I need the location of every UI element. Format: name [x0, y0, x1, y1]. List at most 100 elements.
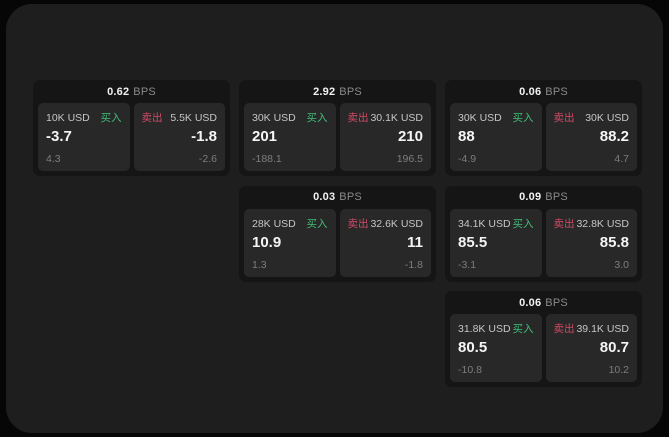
buy-panel[interactable]: 31.8K USD 买入 80.5 -10.8 [450, 314, 542, 382]
sell-panel-header: 卖出 39.1K USD [554, 321, 630, 336]
buy-panel-header: 31.8K USD 买入 [458, 321, 534, 336]
quote-card-body: 28K USD 买入 10.9 1.3 卖出 32.6K USD 11 -1.8 [239, 208, 436, 282]
sell-price: 88.2 [599, 128, 629, 145]
sell-price: -1.8 [191, 128, 217, 145]
sell-size-label: 32.6K USD [370, 217, 423, 230]
quote-card-body: 30K USD 买入 88 -4.9 卖出 30K USD 88.2 4.7 [445, 103, 642, 176]
buy-size-label: 10K USD [46, 112, 90, 124]
quote-card: 2.92 BPS 30K USD 买入 201 -188.1 卖出 30.1K … [239, 80, 436, 176]
buy-delta: 1.3 [252, 258, 267, 271]
sell-panel-header: 卖出 30.1K USD [348, 110, 424, 125]
spread-header: 0.06 BPS [445, 80, 642, 103]
buy-panel-header: 30K USD 买入 [458, 110, 534, 125]
sell-delta: -2.6 [198, 153, 217, 165]
buy-panel[interactable]: 30K USD 买入 201 -188.1 [244, 103, 336, 171]
buy-side-label: 买入 [512, 217, 534, 230]
sell-price: 210 [397, 128, 423, 145]
sell-panel[interactable]: 卖出 30.1K USD 210 196.5 [339, 103, 431, 171]
sell-side-label: 卖出 [553, 217, 575, 230]
buy-panel[interactable]: 10K USD 买入 -3.7 4.3 [38, 103, 130, 171]
spread-value: 0.62 [107, 85, 130, 98]
spread-header: 2.92 BPS [239, 80, 436, 103]
sell-delta: 4.7 [614, 153, 629, 165]
quote-card-body: 30K USD 买入 201 -188.1 卖出 30.1K USD 210 1… [239, 103, 436, 176]
quote-card: 0.06 BPS 30K USD 买入 88 -4.9 卖出 30K USD 8… [445, 80, 642, 176]
sell-price: 11 [407, 233, 423, 251]
spread-value: 0.09 [519, 191, 542, 203]
sell-price: 80.7 [599, 339, 629, 356]
buy-price: 80.5 [458, 339, 488, 356]
quote-card-body: 31.8K USD 买入 80.5 -10.8 卖出 39.1K USD 80.… [445, 314, 642, 387]
buy-size-label: 30K USD [458, 112, 502, 124]
buy-price: 88 [458, 128, 475, 145]
spread-header: 0.09 BPS [445, 186, 642, 209]
spread-value: 0.03 [313, 191, 336, 203]
spread-header: 0.03 BPS [239, 186, 436, 209]
buy-size-label: 31.8K USD [458, 323, 511, 335]
sell-delta: 3.0 [614, 258, 629, 271]
buy-panel[interactable]: 28K USD 买入 10.9 1.3 [244, 208, 336, 277]
buy-side-label: 买入 [306, 217, 328, 230]
sell-panel[interactable]: 卖出 30K USD 88.2 4.7 [545, 103, 637, 171]
sell-delta: -1.8 [404, 258, 423, 271]
spread-unit: BPS [545, 296, 568, 309]
sell-size-label: 5.5K USD [170, 112, 217, 124]
buy-panel[interactable]: 34.1K USD 买入 85.5 -3.1 [450, 208, 542, 277]
buy-panel-header: 30K USD 买入 [252, 110, 328, 125]
buy-delta: -3.1 [458, 258, 477, 271]
spread-value: 0.06 [519, 296, 542, 309]
sell-delta: 10.2 [608, 364, 629, 376]
sell-panel-header: 卖出 32.6K USD [348, 216, 424, 231]
sell-panel[interactable]: 卖出 39.1K USD 80.7 10.2 [545, 314, 637, 382]
spread-unit: BPS [133, 85, 156, 98]
buy-panel-header: 10K USD 买入 [46, 110, 122, 125]
quote-card-body: 10K USD 买入 -3.7 4.3 卖出 5.5K USD -1.8 -2.… [33, 103, 230, 176]
spread-unit: BPS [545, 191, 568, 203]
buy-size-label: 34.1K USD [458, 217, 511, 230]
sell-size-label: 30K USD [585, 112, 629, 124]
spread-unit: BPS [339, 191, 362, 203]
spread-unit: BPS [545, 85, 568, 98]
sell-panel-header: 卖出 5.5K USD [142, 110, 218, 125]
sell-panel-header: 卖出 32.8K USD [554, 216, 630, 231]
quote-card: 0.09 BPS 34.1K USD 买入 85.5 -3.1 卖出 32.8K… [445, 185, 642, 282]
buy-size-label: 30K USD [252, 112, 296, 124]
sell-price: 85.8 [599, 233, 629, 251]
sell-panel[interactable]: 卖出 32.8K USD 85.8 3.0 [545, 208, 637, 277]
sell-size-label: 32.8K USD [576, 217, 629, 230]
sell-size-label: 30.1K USD [370, 112, 423, 124]
sell-panel[interactable]: 卖出 5.5K USD -1.8 -2.6 [133, 103, 225, 171]
buy-side-label: 买入 [306, 112, 328, 124]
buy-price: -3.7 [46, 128, 72, 145]
quote-card-grid: 0.62 BPS 10K USD 买入 -3.7 4.3 卖出 5.5K USD… [33, 80, 642, 387]
buy-panel[interactable]: 30K USD 买入 88 -4.9 [450, 103, 542, 171]
sell-side-label: 卖出 [553, 112, 575, 124]
buy-delta: -10.8 [458, 364, 482, 376]
buy-panel-header: 34.1K USD 买入 [458, 216, 534, 231]
sell-side-label: 卖出 [141, 112, 163, 124]
spread-value: 2.92 [313, 85, 336, 98]
sell-delta: 196.5 [396, 153, 423, 165]
buy-side-label: 买入 [100, 112, 122, 124]
buy-price: 10.9 [252, 233, 282, 251]
spread-header: 0.06 BPS [445, 291, 642, 314]
buy-delta: -4.9 [458, 153, 477, 165]
sell-side-label: 卖出 [347, 217, 369, 230]
buy-side-label: 买入 [512, 323, 534, 335]
sell-side-label: 卖出 [553, 323, 575, 335]
spread-header: 0.62 BPS [33, 80, 230, 103]
sell-panel[interactable]: 卖出 32.6K USD 11 -1.8 [339, 208, 431, 277]
quote-card: 0.62 BPS 10K USD 买入 -3.7 4.3 卖出 5.5K USD… [33, 80, 230, 176]
buy-delta: -188.1 [252, 153, 282, 165]
spread-unit: BPS [339, 85, 362, 98]
quote-card: 0.06 BPS 31.8K USD 买入 80.5 -10.8 卖出 39.1… [445, 291, 642, 387]
spread-value: 0.06 [519, 85, 542, 98]
sell-size-label: 39.1K USD [576, 323, 629, 335]
buy-delta: 4.3 [46, 153, 61, 165]
buy-price: 201 [252, 128, 278, 145]
buy-price: 85.5 [458, 233, 488, 251]
quote-card-body: 34.1K USD 买入 85.5 -3.1 卖出 32.8K USD 85.8… [445, 208, 642, 282]
buy-side-label: 买入 [512, 112, 534, 124]
sell-panel-header: 卖出 30K USD [554, 110, 630, 125]
buy-size-label: 28K USD [252, 217, 296, 230]
